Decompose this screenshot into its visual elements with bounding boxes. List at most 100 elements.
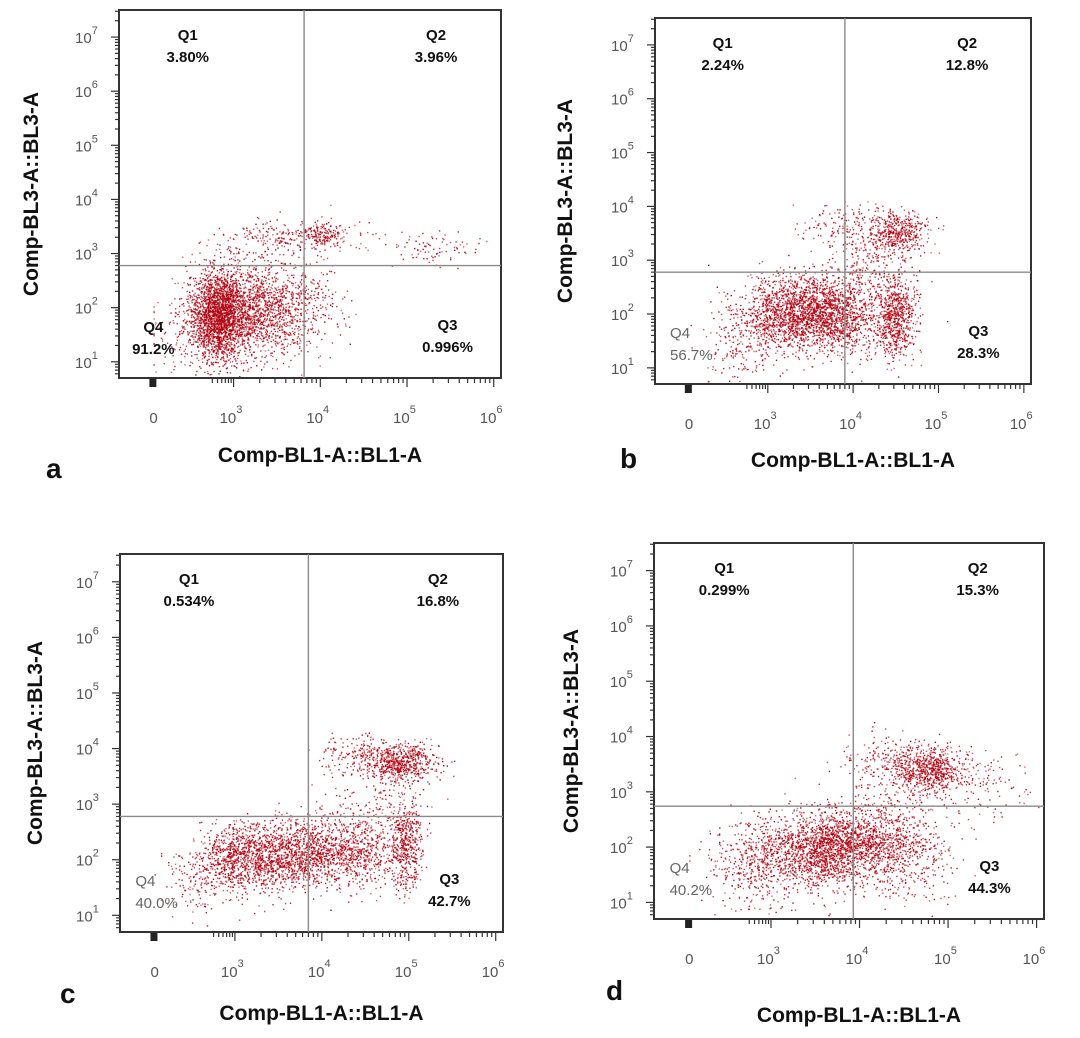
event-dot [240,273,243,276]
event-dot [275,240,277,242]
event-dot [221,290,223,293]
event-dot [278,295,280,297]
event-dot [281,245,283,247]
event-dot [202,331,205,333]
event-dot [324,333,326,335]
event-dot [219,302,221,304]
event-dot [238,327,241,329]
tick-exponent: 5 [410,404,416,416]
event-dot [318,331,320,333]
event-dot [325,285,327,287]
event-dot [219,315,221,318]
event-dot [257,278,259,280]
event-dot [282,285,284,287]
event-dot [281,344,283,346]
event-dot [223,326,225,328]
event-dot [276,314,278,316]
event-dot [310,281,312,283]
event-dot [243,326,245,329]
event-dot [214,323,217,325]
event-dot [842,337,844,339]
event-dot [267,349,270,351]
event-dot [227,318,229,321]
event-dot [409,235,411,238]
event-dot [324,321,326,323]
event-dot [329,357,331,359]
event-dot [213,329,215,331]
event-dot [225,311,227,314]
event-dot [252,308,254,310]
event-dot [204,297,206,299]
event-dot [291,315,293,318]
event-dot [189,284,191,286]
event-dot [813,281,816,283]
event-dot [218,365,221,368]
event-dot [235,317,237,319]
event-dot [267,234,269,236]
event-dot [206,329,208,331]
event-dot [268,297,271,299]
event-dot [238,303,241,306]
event-dot [198,313,200,316]
event-dot [275,272,277,275]
event-dot [227,296,230,298]
event-dot [205,322,207,324]
event-dot [267,309,269,312]
event-dot [204,335,206,338]
event-dot [221,307,223,310]
event-dot [349,326,351,328]
event-dot [280,240,282,242]
event-dot [228,304,230,306]
event-dot [236,247,238,250]
event-dot [258,285,260,287]
event-dot [183,327,185,329]
event-dot [204,316,206,318]
event-dot [218,298,220,300]
event-dot [321,226,324,229]
event-dot [246,254,249,256]
event-dot [198,312,200,315]
event-dot [285,311,287,314]
event-dot [782,313,784,315]
event-dot [231,347,234,350]
event-dot [265,355,267,357]
event-dot [790,282,792,285]
event-dot [220,346,223,348]
event-dot [272,234,274,236]
event-dot [278,312,280,315]
quadrant-percentage: 3.80% [166,49,209,66]
event-dot [266,331,269,333]
event-dot [252,326,255,328]
event-dot [191,320,193,323]
event-dot [199,325,202,327]
event-dot [243,339,246,342]
event-dot [285,303,287,305]
event-dot [250,275,252,277]
tick-base: 0 [149,410,157,427]
event-dot [785,328,788,330]
event-dot [211,325,213,328]
event-dot [271,346,273,348]
event-dot [221,286,224,288]
event-dot [254,337,257,339]
event-dot [762,279,764,281]
event-dot [250,321,252,323]
event-dot [242,339,244,341]
event-dot [332,302,334,305]
event-dot [214,329,216,331]
event-dot [230,334,233,336]
event-dot [786,313,789,316]
event-dot [184,355,186,358]
event-dot [283,348,285,351]
event-dot [239,297,242,299]
event-dot [174,333,177,335]
event-dot [478,242,480,245]
event-dot [200,334,203,336]
event-dot [260,282,263,285]
event-dot [255,291,258,293]
event-dot [794,267,796,269]
event-dot [225,294,227,296]
event-dot [805,352,807,354]
tick-exponent: 4 [92,187,98,199]
event-dot [203,340,205,342]
